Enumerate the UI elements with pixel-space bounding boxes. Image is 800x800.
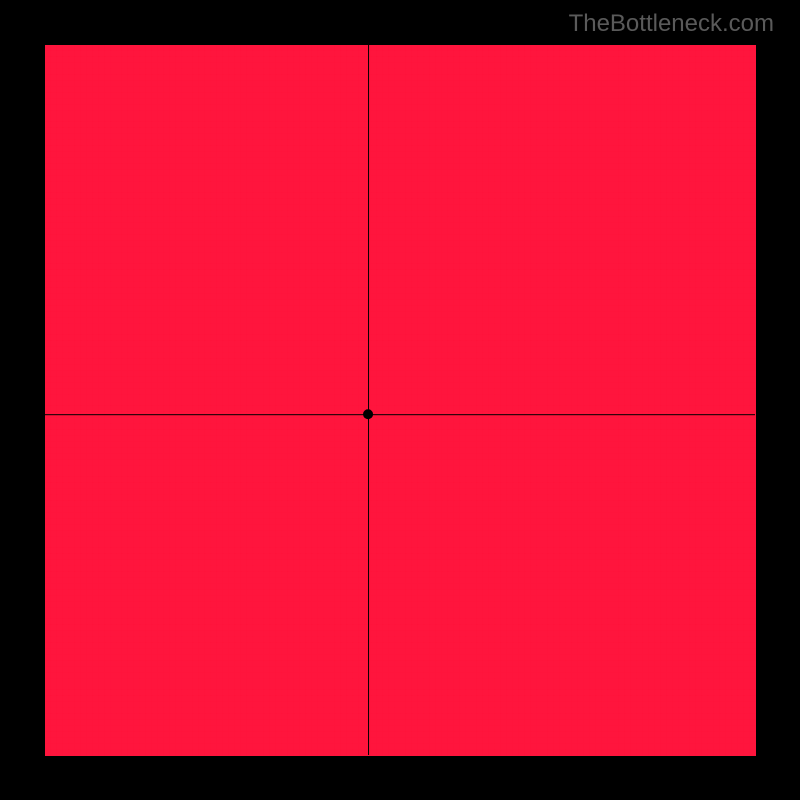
bottleneck-heatmap [0,0,800,800]
watermark-text: TheBottleneck.com [569,10,774,38]
chart-container: { "canvas": { "width": 800, "height": 80… [0,0,800,800]
